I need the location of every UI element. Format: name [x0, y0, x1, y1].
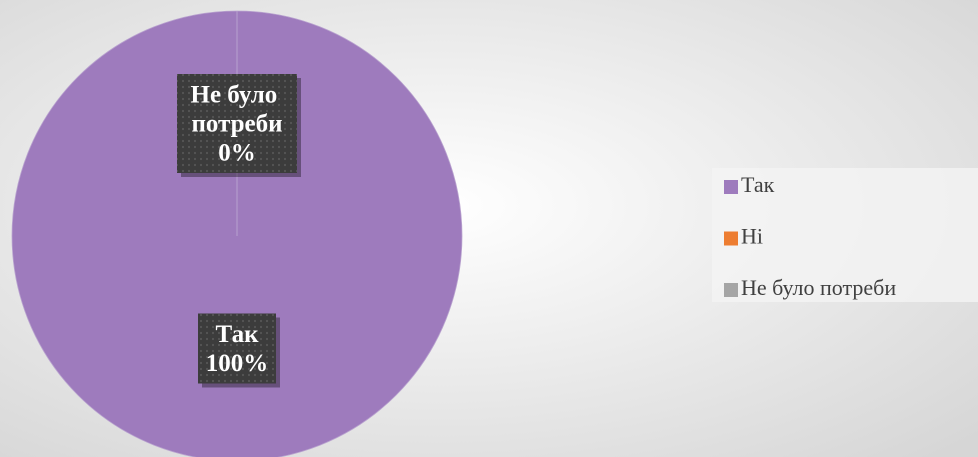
legend-swatch [724, 180, 738, 194]
data-label-value: 100% [206, 350, 269, 377]
data-label-box [177, 74, 297, 173]
legend-label: Так [741, 172, 775, 197]
legend-label: Ні [741, 224, 763, 249]
data-label-box [198, 313, 276, 384]
legend-label: Не було потреби [741, 275, 896, 300]
legend-box [712, 168, 978, 302]
data-label-category: Так [216, 321, 260, 348]
legend-swatch [724, 283, 738, 297]
data-label-value: 0% [218, 140, 256, 167]
data-label-category: Не було потреби [191, 82, 284, 138]
legend-swatch [724, 231, 738, 246]
